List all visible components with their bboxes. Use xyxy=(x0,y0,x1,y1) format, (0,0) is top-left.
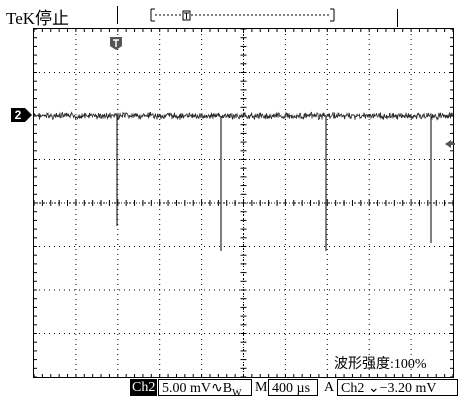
channel-marker-arrow-icon xyxy=(25,108,32,122)
scope-status: TeK停止 xyxy=(6,4,69,29)
timebase-readout[interactable]: 400 µs xyxy=(268,379,318,396)
bandwidth-limit-icon: ∿B xyxy=(211,381,233,396)
timebase-prefix: M xyxy=(255,380,268,395)
trigger-channel: Ch2 xyxy=(341,381,365,396)
status-bar: Ch2 5.00 mV∿BW M 400 µs A Ch2 ⌄−3.20 mV xyxy=(0,378,458,399)
trigger-position-icon xyxy=(182,10,191,21)
record-position-indicator xyxy=(150,8,335,22)
channel-2-marker[interactable]: 2 xyxy=(11,108,25,122)
volts-per-div: 5.00 mV xyxy=(162,381,211,396)
top-bar: TeK停止 xyxy=(0,0,458,28)
graticule xyxy=(34,29,453,377)
trigger-readout[interactable]: Ch2 ⌄−3.20 mV xyxy=(337,379,458,396)
brand-label: TeK xyxy=(6,9,36,28)
right-marker-bar xyxy=(397,9,398,27)
trigger-slope-icon: ⌄ xyxy=(367,381,380,396)
run-state-label: 停止 xyxy=(35,9,70,28)
cursor-bar xyxy=(117,6,118,24)
waveform-intensity-readout: 波形强度:100% xyxy=(334,357,427,372)
trigger-level-arrow-icon[interactable] xyxy=(445,139,455,149)
signal-trace xyxy=(34,111,453,121)
channel-badge[interactable]: Ch2 xyxy=(130,379,158,396)
trigger-level: −3.20 mV xyxy=(379,381,437,396)
vertical-scale-readout[interactable]: 5.00 mV∿BW xyxy=(158,379,252,399)
bandwidth-sub: W xyxy=(232,387,242,399)
trigger-prefix: A xyxy=(324,380,335,395)
waveform-display xyxy=(33,28,454,378)
trigger-position-marker-icon[interactable] xyxy=(110,37,122,50)
